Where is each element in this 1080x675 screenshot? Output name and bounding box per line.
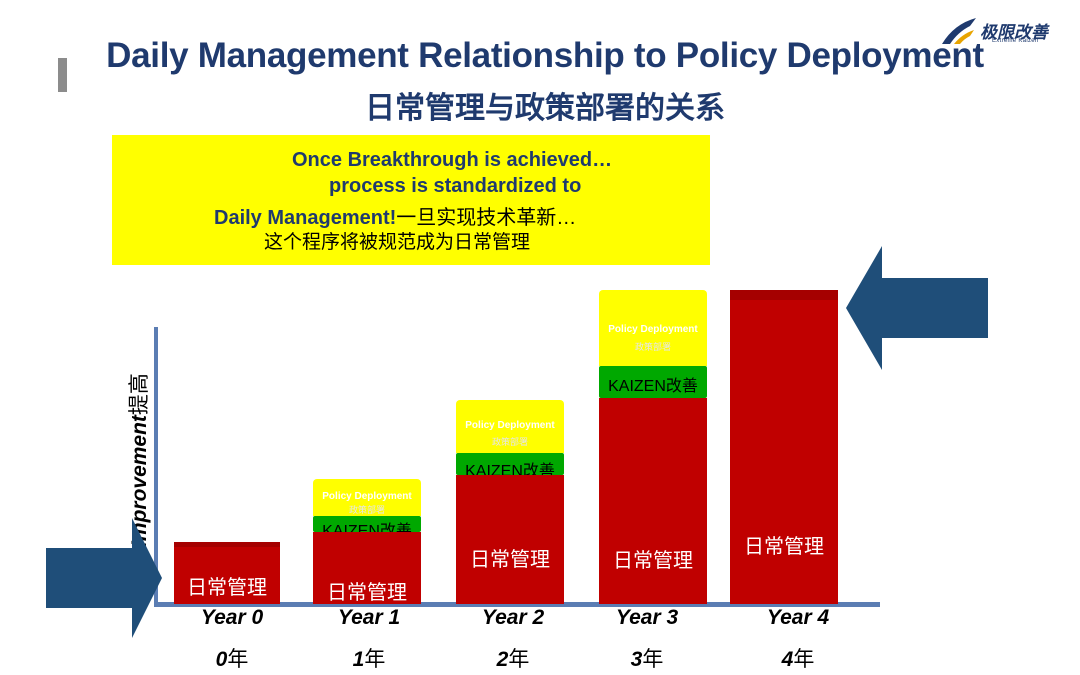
bar-cap: [730, 290, 838, 300]
bar-year-1: Policy Deployment 政策部署 KAIZEN改善 日常管理: [313, 479, 421, 604]
policy-deployment-segment: [456, 400, 564, 453]
y-axis-label-cn: 提高: [128, 373, 151, 416]
callout-line-3-en: Daily Management!: [214, 207, 397, 229]
bar-year-0: 日常管理: [174, 542, 280, 604]
year-number: 4: [781, 648, 794, 671]
year-number: 3: [630, 648, 643, 671]
year-unit: 年: [227, 648, 249, 671]
callout-line-4: 这个程序将被规范成为日常管理: [264, 232, 531, 253]
y-axis: [154, 327, 158, 607]
daily-management-label: 日常管理: [744, 536, 824, 558]
policy-deployment-label: Policy Deployment: [322, 491, 412, 502]
callout-line-1: Once Breakthrough is achieved…: [292, 149, 613, 171]
x-axis: [154, 602, 880, 607]
kaizen-segment: [599, 366, 707, 398]
daily-management-segment: [599, 398, 707, 604]
callout-line-3: Daily Management!一旦实现技术革新…: [214, 201, 576, 230]
year-number: 1: [352, 648, 365, 671]
page-title-cn: 日常管理与政策部署的关系: [365, 92, 725, 125]
year-unit: 年: [642, 648, 664, 671]
year-label-0: Year 0: [200, 606, 264, 629]
daily-management-segment: [174, 547, 280, 604]
year-label-1: Year 1: [337, 606, 401, 629]
kaizen-segment: [456, 453, 564, 475]
bar-year-2: Policy Deployment 政策部署 KAIZEN改善 日常管理: [456, 400, 564, 604]
year-label-3: Year 3: [615, 606, 679, 629]
policy-deployment-label: Policy Deployment: [608, 324, 698, 335]
kaizen-label: KAIZEN改善: [608, 378, 698, 395]
breakthrough-callout: Once Breakthrough is achieved… process i…: [112, 135, 710, 265]
right-arrow-icon: [846, 246, 988, 370]
policy-deployment-label: Policy Deployment: [465, 420, 555, 431]
bar-year-3: Policy Deployment 政策部署 KAIZEN改善 日常管理: [599, 290, 707, 604]
year-label-cn-0: 0年: [172, 643, 292, 673]
logo-name: 极限改善: [980, 23, 1048, 42]
year-unit: 年: [508, 648, 530, 671]
policy-deployment-segment: [313, 479, 421, 516]
year-number: 0: [215, 648, 228, 671]
policy-deployment-label-cn: 政策部署: [634, 342, 671, 352]
year-label-cn-2: 2年: [453, 643, 573, 673]
slide-side-marker: [58, 58, 67, 92]
year-label-cn-1: 1年: [309, 643, 429, 673]
logo-subtitle: Extreme Kaizen: [992, 38, 1039, 44]
bar-year-4: 日常管理: [730, 290, 838, 604]
year-unit: 年: [364, 648, 386, 671]
year-number: 2: [496, 648, 509, 671]
policy-deployment-segment: [599, 290, 707, 366]
daily-management-segment: [313, 532, 421, 604]
page-title-en: Daily Management Relationship to Policy …: [106, 36, 984, 75]
policy-deployment-label-cn: 政策部署: [491, 437, 528, 447]
callout-line-2: process is standardized to: [329, 175, 582, 197]
callout-line-3-cn: 一旦实现技术革新…: [396, 207, 577, 229]
year-unit: 年: [793, 648, 815, 671]
year-label-cn-4: 4年: [738, 643, 858, 673]
daily-management-segment: [456, 475, 564, 604]
year-label-4: Year 4: [766, 606, 830, 629]
daily-management-label: 日常管理: [187, 577, 267, 599]
daily-management-label: 日常管理: [470, 549, 550, 571]
left-arrow-icon: [46, 518, 162, 638]
daily-management-label: 日常管理: [613, 550, 693, 572]
kaizen-segment: [313, 516, 421, 532]
bar-cap: [174, 542, 280, 547]
daily-management-label: 日常管理: [327, 582, 407, 604]
brand-logo-icon: [942, 18, 976, 44]
policy-deployment-label-cn: 政策部署: [348, 505, 385, 515]
year-label-2: Year 2: [481, 606, 545, 629]
year-label-cn-3: 3年: [587, 643, 707, 673]
daily-management-segment: [730, 300, 838, 604]
